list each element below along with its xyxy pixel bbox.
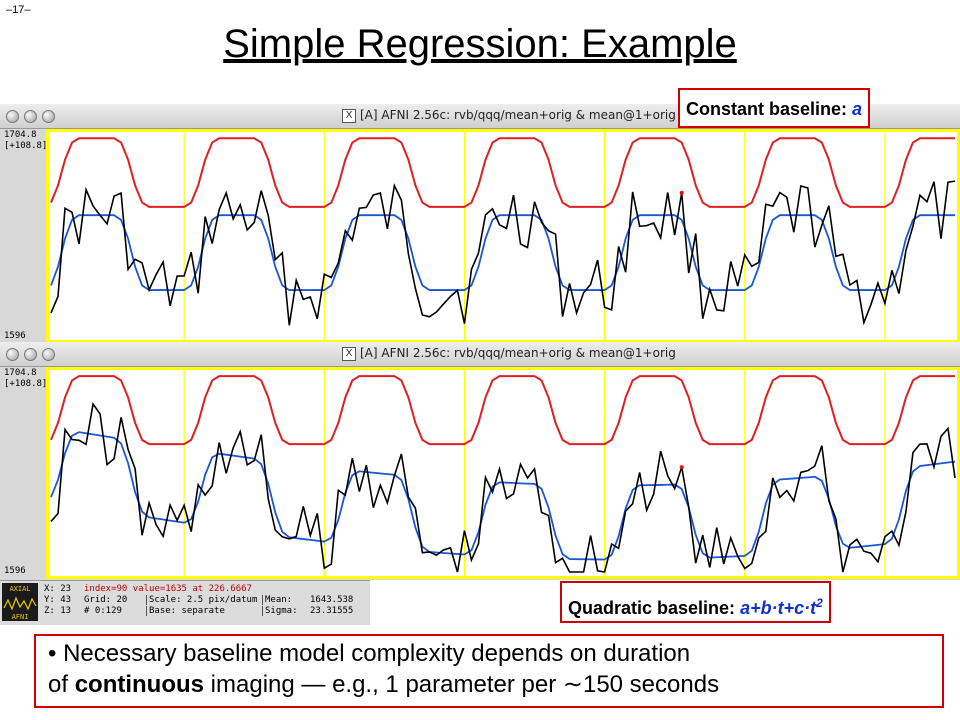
data-timeseries xyxy=(50,402,956,573)
quadratic-exponent: 2 xyxy=(816,596,823,610)
note-bullet: • xyxy=(48,640,57,667)
quadratic-prefix: Quadratic baseline: xyxy=(568,598,741,618)
current-index-marker xyxy=(679,190,684,195)
afni-status-bar: AXIAL AFNI X: 23 Y: 43 Z: 13 index=90 va… xyxy=(0,580,370,625)
constant-prefix: Constant baseline xyxy=(686,99,842,119)
window-minimize-icon[interactable] xyxy=(24,110,37,123)
coord-y: Y: 43 xyxy=(44,595,72,605)
y-range-label: [+108.8] xyxy=(4,141,48,151)
stimulus-curve xyxy=(50,375,955,446)
quadratic-t: t xyxy=(810,598,817,618)
timeseries-plot-top[interactable] xyxy=(46,129,960,343)
quadratic-a-b: a+b xyxy=(740,598,772,618)
dot-operator: · xyxy=(771,598,778,618)
quadratic-t-c: t+c xyxy=(777,598,805,618)
window-minimize-icon[interactable] xyxy=(24,348,37,361)
afni-label: AFNI xyxy=(11,613,29,621)
window-zoom-icon[interactable] xyxy=(42,348,55,361)
x-app-icon: X xyxy=(342,347,356,361)
quadratic-baseline-label: Quadratic baseline: a+b·t+c·t2 xyxy=(560,581,831,623)
slide-title: Simple Regression: Example xyxy=(223,22,737,66)
constant-baseline-label: Constant baseline: a xyxy=(678,88,871,128)
window-close-icon[interactable] xyxy=(6,348,19,361)
sigma-label: Sigma: xyxy=(262,606,298,616)
data-timeseries xyxy=(50,180,956,326)
note-line-1-text: Necessary baseline model complexity depe… xyxy=(56,640,691,667)
y-top-label: 1704.8 xyxy=(4,130,37,140)
y-top-label: 1704.8 xyxy=(4,368,37,378)
window-titlebar[interactable]: X [A] AFNI 2.56c: rvb/qqq/mean+orig & me… xyxy=(0,342,960,367)
graph-canvas xyxy=(50,132,956,340)
note-line-2-pre: of xyxy=(48,671,75,698)
mean-label: Mean: xyxy=(262,595,292,605)
window-title: [A] AFNI 2.56c: rvb/qqq/mean+orig & mean… xyxy=(360,346,676,360)
current-index-marker xyxy=(679,465,684,470)
coord-x: X: 23 xyxy=(44,584,72,594)
note-line-2: of continuous imaging — e.g., 1 paramete… xyxy=(48,669,930,700)
coord-z: Z: 13 xyxy=(44,606,72,616)
scale-info: Scale: 2.5 pix/datum xyxy=(146,595,257,605)
sigma-value: 23.31555 xyxy=(310,606,354,616)
graph-canvas xyxy=(50,370,956,576)
axial-view-button[interactable]: AXIAL AFNI xyxy=(2,583,38,621)
note-line-1: • Necessary baseline model complexity de… xyxy=(48,638,930,669)
window-close-icon[interactable] xyxy=(6,110,19,123)
afni-window-bottom[interactable]: X [A] AFNI 2.56c: rvb/qqq/mean+orig & me… xyxy=(0,342,960,580)
note-emphasis: continuous xyxy=(74,671,205,698)
x-app-icon: X xyxy=(342,109,356,123)
waveform-icon xyxy=(3,596,37,611)
y-bottom-label: 1596 xyxy=(4,331,26,341)
constant-colon: : xyxy=(841,99,853,119)
constant-formula: a xyxy=(852,99,863,119)
axial-label: AXIAL xyxy=(9,585,31,593)
page-number: –17– xyxy=(6,4,31,16)
stimulus-curve xyxy=(50,137,955,208)
note-box: • Necessary baseline model complexity de… xyxy=(34,634,944,708)
window-zoom-icon[interactable] xyxy=(42,110,55,123)
note-line-2-post: imaging — e.g., 1 parameter per ∼150 sec… xyxy=(204,671,720,698)
window-title: [A] AFNI 2.56c: rvb/qqq/mean+orig & mean… xyxy=(360,108,676,122)
grid-info: Grid: 20 xyxy=(84,595,128,605)
base-info: Base: separate xyxy=(146,606,225,616)
afni-window-top[interactable]: X [A] AFNI 2.56c: rvb/qqq/mean+orig & me… xyxy=(0,104,960,344)
timeseries-plot-bottom[interactable] xyxy=(46,367,960,579)
dot-operator: · xyxy=(804,598,811,618)
index-info: index=90 value=1635 at 226.6667 xyxy=(84,584,252,594)
y-range-label: [+108.8] xyxy=(4,379,48,389)
count-info: # 0:129 xyxy=(84,606,122,616)
mean-value: 1643.538 xyxy=(310,595,354,605)
y-bottom-label: 1596 xyxy=(4,566,26,576)
